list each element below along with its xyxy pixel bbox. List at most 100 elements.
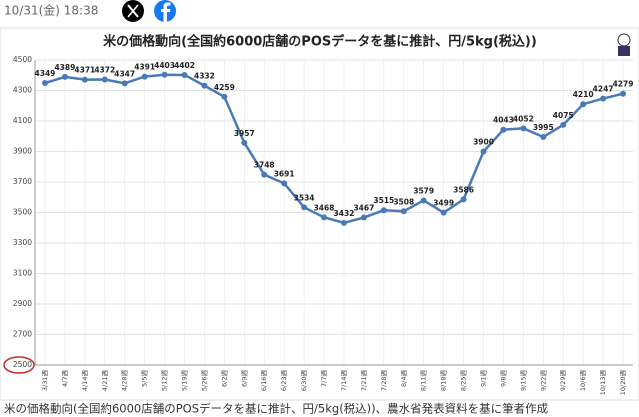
data-label: 4372	[94, 66, 115, 75]
data-label: 3534	[294, 193, 315, 202]
point	[380, 207, 387, 214]
y-tick-label: 2900	[13, 299, 32, 308]
point	[400, 208, 407, 215]
data-label: 4391	[134, 63, 155, 72]
y-tick-label: 3700	[13, 177, 32, 186]
data-label: 4332	[194, 72, 215, 81]
x-tick-label: 3/31週	[40, 370, 49, 392]
y-tick-label: 3500	[13, 208, 32, 217]
x-tick-label: 9/15週	[518, 370, 527, 392]
point	[460, 196, 467, 203]
chart-title: 米の価格動向(全国約6000店舗のPOSデータを基に推計、円/5kg(税込))	[103, 34, 537, 50]
caption: 米の価格動向(全国約6000店舗のPOSデータを基に推計、円/5kg(税込))、…	[4, 402, 549, 416]
data-label: 4349	[35, 69, 56, 78]
x-tick-label: 9/8週	[498, 370, 507, 387]
point	[241, 139, 248, 146]
point	[420, 197, 427, 204]
data-label: 3995	[533, 123, 554, 132]
point	[261, 171, 268, 178]
data-label: 3499	[433, 199, 454, 208]
point	[121, 80, 128, 87]
x-tick-label: 10/13週	[598, 370, 607, 396]
line	[44, 73, 624, 225]
data-label: 4075	[553, 111, 574, 120]
data-label: 4389	[54, 63, 75, 72]
y-tick-label: 2500	[13, 360, 32, 369]
y-tick-label: 2700	[13, 330, 32, 339]
y-tick-label: 4100	[13, 116, 32, 125]
point	[620, 90, 627, 97]
data-label: 3579	[413, 186, 434, 195]
data-label: 3468	[314, 203, 335, 212]
data-label: 4279	[613, 80, 634, 89]
point	[101, 76, 108, 83]
x-tick-label: 5/26週	[199, 370, 208, 392]
x-tick-label: 6/2週	[219, 370, 228, 387]
point	[201, 82, 208, 89]
x-tick-label: 6/16週	[259, 370, 268, 392]
y-tick-label: 4300	[13, 86, 32, 95]
x-tick-label: 7/14週	[339, 370, 348, 392]
y-tick-label: 4500	[13, 55, 32, 64]
x-tick-label: 8/4週	[399, 370, 408, 387]
point	[600, 95, 607, 102]
x-tick-label: 10/20週	[618, 370, 627, 396]
x-tick-label: 4/21週	[100, 370, 109, 392]
x-share-button[interactable]	[122, 0, 144, 22]
data-label: 4347	[114, 69, 135, 78]
data-label: 3515	[373, 196, 394, 205]
highlight-circle	[3, 356, 35, 374]
point	[321, 214, 328, 221]
point	[440, 209, 447, 216]
data-label: 3432	[334, 209, 355, 218]
point	[281, 180, 288, 187]
data-label: 3748	[254, 161, 275, 170]
point	[340, 219, 347, 226]
x-tick-label: 8/18週	[439, 370, 448, 392]
data-label: 3900	[473, 138, 494, 147]
mascot-icon	[617, 33, 631, 56]
data-label: 4403	[154, 61, 175, 70]
point	[480, 148, 487, 155]
x-tick-label: 6/9週	[239, 370, 248, 387]
data-label: 4371	[74, 66, 95, 75]
x-tick-label: 8/11週	[419, 370, 428, 392]
data-label: 3957	[234, 129, 255, 138]
point	[360, 214, 367, 221]
point	[520, 125, 527, 132]
y-tick-label: 3300	[13, 238, 32, 247]
x-tick-label: 4/14週	[80, 370, 89, 392]
x-tick-label: 8/25週	[459, 370, 468, 392]
point	[301, 204, 308, 211]
data-label: 3508	[393, 197, 414, 206]
x-tick-label: 7/28週	[379, 370, 388, 392]
x-tick-label: 5/19週	[180, 370, 189, 392]
x-tick-label: 6/30週	[299, 370, 308, 392]
point	[560, 121, 567, 128]
point	[540, 134, 547, 141]
point	[500, 126, 507, 133]
y-tick-label: 3100	[13, 269, 32, 278]
data-label: 3586	[453, 185, 474, 194]
facebook-share-button[interactable]	[154, 0, 176, 22]
point	[61, 73, 68, 80]
x-tick-label: 9/22週	[538, 370, 547, 392]
y-tick-label: 3900	[13, 147, 32, 156]
data-label: 4402	[174, 61, 195, 70]
data-label: 4043	[493, 116, 514, 125]
point	[141, 73, 148, 80]
point	[181, 71, 188, 78]
data-label: 4210	[573, 90, 594, 99]
data-label: 3467	[353, 204, 374, 213]
x-tick-label: 10/6週	[578, 370, 587, 392]
x-tick-label: 5/5週	[140, 370, 149, 387]
x-tick-label: 7/7週	[319, 370, 328, 387]
data-label: 4247	[593, 85, 614, 94]
point	[221, 93, 228, 100]
timestamp: 10/31(金) 18:38	[4, 3, 98, 18]
x-tick-label: 4/28週	[120, 370, 129, 392]
data-label: 3691	[274, 169, 295, 178]
x-tick-label: 9/29週	[558, 370, 567, 392]
